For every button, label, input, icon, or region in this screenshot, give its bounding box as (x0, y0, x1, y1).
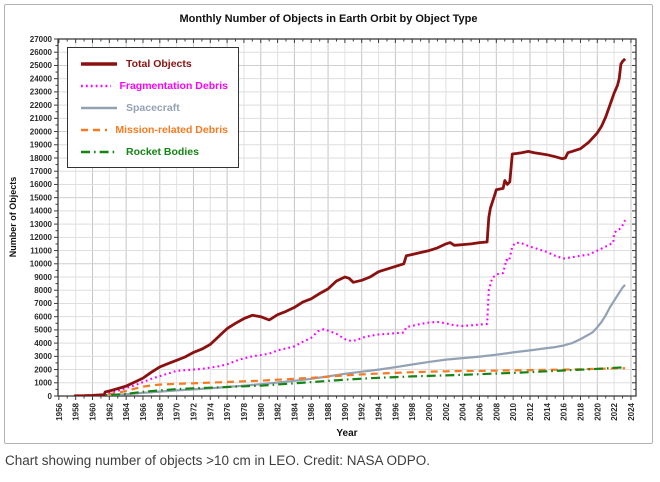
legend-item-fragmentation-debris: Fragmentation Debris (80, 79, 228, 93)
legend-label-fragmentation-debris: Fragmentation Debris (119, 80, 228, 92)
y-tick-label: 25000 (30, 61, 53, 70)
x-tick-label: 1986 (307, 402, 316, 420)
y-tick-label: 8000 (34, 286, 52, 295)
y-tick-label: 2000 (34, 365, 52, 374)
y-tick-label: 0 (48, 392, 53, 401)
y-tick-label: 12000 (30, 233, 53, 242)
y-tick-label: 27000 (30, 35, 53, 44)
x-tick-label: 2024 (627, 402, 636, 420)
y-axis-title: Number of Objects (8, 177, 18, 258)
y-tick-label: 7000 (34, 299, 52, 308)
x-tick-label: 1976 (223, 402, 232, 420)
y-tick-label: 6000 (34, 312, 52, 321)
x-tick-label: 1988 (324, 402, 333, 420)
legend-line-spacecraft (81, 106, 117, 110)
x-tick-label: 1974 (206, 402, 215, 420)
x-tick-label: 1982 (274, 402, 283, 420)
x-tick-label: 1992 (358, 402, 367, 420)
chart-title: Monthly Number of Objects in Earth Orbit… (179, 13, 478, 25)
x-tick-label: 2016 (560, 402, 569, 420)
legend-label-rocket-bodies: Rocket Bodies (126, 146, 199, 158)
x-tick-label: 2022 (610, 402, 619, 420)
legend-item-total-objects: Total Objects (80, 57, 228, 71)
x-tick-label: 2006 (476, 402, 485, 420)
legend-label-mission-related-debris: Mission-related Debris (115, 124, 228, 136)
y-tick-label: 19000 (30, 141, 53, 150)
x-tick-label: 2000 (425, 402, 434, 420)
y-tick-label: 22000 (30, 101, 53, 110)
x-tick-label: 1996 (391, 402, 400, 420)
y-tick-label: 16000 (30, 180, 53, 189)
y-tick-label: 18000 (30, 154, 53, 163)
x-tick-label: 2010 (509, 402, 518, 420)
tick-label-layer: 0 1000 2000 3000 4000 5000 6000 7000 8000 9000 100… (30, 35, 636, 421)
y-tick-label: 24000 (30, 74, 53, 83)
y-tick-label: 5000 (34, 326, 52, 335)
y-tick-label: 1000 (34, 379, 52, 388)
legend-line-fragmentation-debris (81, 84, 112, 88)
legend-item-rocket-bodies: Rocket Bodies (80, 145, 228, 159)
y-tick-label: 9000 (34, 273, 52, 282)
y-tick-label: 21000 (30, 114, 53, 123)
x-tick-label: 1984 (290, 402, 299, 420)
y-tick-label: 4000 (34, 339, 52, 348)
plot-area: 0 1000 2000 3000 4000 5000 6000 7000 8000 9000 100… (8, 35, 637, 439)
x-tick-label: 2012 (526, 402, 535, 420)
legend-item-mission-related-debris: Mission-related Debris (80, 123, 228, 137)
x-tick-label: 1998 (408, 402, 417, 420)
y-tick-label: 17000 (30, 167, 53, 176)
x-tick-label: 2008 (492, 402, 501, 420)
y-tick-label: 15000 (30, 193, 53, 202)
x-tick-label: 1956 (55, 402, 64, 420)
x-tick-label: 1958 (72, 402, 81, 420)
x-tick-label: 1990 (341, 402, 350, 420)
legend-label-spacecraft: Spacecraft (126, 102, 180, 114)
y-tick-label: 20000 (30, 127, 53, 136)
series-line-spacecraft (73, 284, 626, 396)
legend: Total Objects Fragmentation Debris Spacecr… (67, 47, 239, 168)
legend-line-total-objects (81, 62, 117, 66)
legend-item-spacecraft: Spacecraft (80, 101, 228, 115)
x-axis-title: Year (336, 428, 357, 439)
x-tick-label: 1960 (88, 402, 97, 420)
grid-layer (58, 39, 636, 396)
series-line-mission-related-debris (84, 367, 626, 396)
x-tick-label: 1962 (105, 402, 114, 420)
series-line-total-objects (73, 57, 627, 396)
series-line-fragmentation-debris (75, 219, 627, 396)
plot-frame (57, 38, 637, 397)
legend-line-mission-related-debris (81, 128, 108, 132)
x-tick-label: 1966 (139, 402, 148, 420)
chart-panel: Monthly Number of Objects in Earth Orbit… (4, 4, 653, 444)
caption: Chart showing number of objects >10 cm i… (5, 453, 431, 468)
legend-line-rocket-bodies (81, 150, 117, 154)
x-tick-label: 1972 (189, 402, 198, 420)
legend-label-total-objects: Total Objects (126, 58, 192, 70)
x-tick-label: 1968 (156, 402, 165, 420)
y-tick-label: 10000 (30, 260, 53, 269)
y-tick-label: 13000 (30, 220, 53, 229)
x-tick-label: 2018 (576, 402, 585, 420)
y-tick-label: 14000 (30, 207, 53, 216)
y-tick-label: 23000 (30, 88, 53, 97)
x-tick-label: 1994 (375, 402, 384, 420)
y-tick-label: 3000 (34, 352, 52, 361)
x-tick-label: 1980 (257, 402, 266, 420)
y-tick-label: 26000 (30, 48, 53, 57)
x-tick-label: 1964 (122, 402, 131, 420)
y-tick-label: 11000 (30, 246, 52, 255)
series-line-rocket-bodies (73, 366, 626, 396)
x-tick-label: 2002 (442, 402, 451, 420)
x-tick-label: 1978 (240, 402, 249, 420)
x-tick-label: 2020 (593, 402, 602, 420)
series-layer (73, 57, 627, 396)
x-tick-label: 2014 (543, 402, 552, 420)
x-tick-label: 1970 (173, 402, 182, 420)
x-tick-label: 2004 (459, 402, 468, 420)
